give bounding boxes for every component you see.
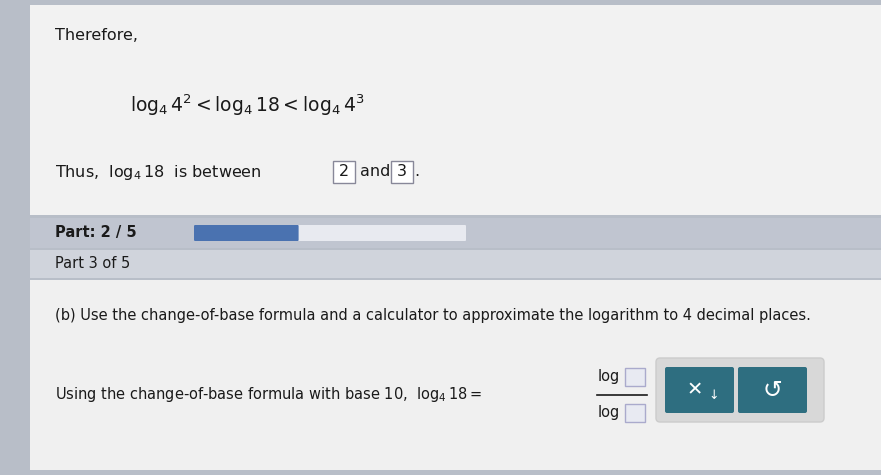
FancyBboxPatch shape bbox=[738, 367, 807, 413]
Text: and: and bbox=[360, 164, 390, 180]
Bar bbox=[625, 404, 645, 422]
Bar bbox=[625, 368, 645, 386]
Text: ↓: ↓ bbox=[708, 389, 719, 401]
Text: log: log bbox=[598, 370, 620, 384]
FancyBboxPatch shape bbox=[194, 225, 466, 241]
Bar bbox=[333, 161, 355, 183]
Bar bbox=[391, 161, 413, 183]
Bar bbox=[30, 218, 881, 248]
Text: ✕: ✕ bbox=[686, 380, 702, 399]
Text: .: . bbox=[414, 164, 419, 180]
Text: Part: 2 / 5: Part: 2 / 5 bbox=[55, 226, 137, 240]
Text: 3: 3 bbox=[397, 164, 407, 180]
Text: ↺: ↺ bbox=[763, 378, 782, 402]
Text: (b) Use the change-of-base formula and a calculator to approximate the logarithm: (b) Use the change-of-base formula and a… bbox=[55, 308, 811, 323]
Text: Therefore,: Therefore, bbox=[55, 28, 138, 43]
Text: Part 3 of 5: Part 3 of 5 bbox=[55, 256, 130, 272]
Text: $\log_4 4^2 < \log_4 18 < \log_4 4^3$: $\log_4 4^2 < \log_4 18 < \log_4 4^3$ bbox=[130, 92, 365, 118]
FancyBboxPatch shape bbox=[194, 225, 299, 241]
Text: 2: 2 bbox=[339, 164, 349, 180]
Bar bbox=[30, 5, 881, 215]
Text: log: log bbox=[598, 406, 620, 420]
Text: Using the change-of-base formula with base 10,  $\log_4 18 = $: Using the change-of-base formula with ba… bbox=[55, 386, 482, 405]
Bar bbox=[30, 280, 881, 470]
Bar bbox=[30, 250, 881, 278]
FancyBboxPatch shape bbox=[656, 358, 824, 422]
FancyBboxPatch shape bbox=[665, 367, 734, 413]
Text: Thus,  $\log_4 18$  is between: Thus, $\log_4 18$ is between bbox=[55, 162, 262, 181]
